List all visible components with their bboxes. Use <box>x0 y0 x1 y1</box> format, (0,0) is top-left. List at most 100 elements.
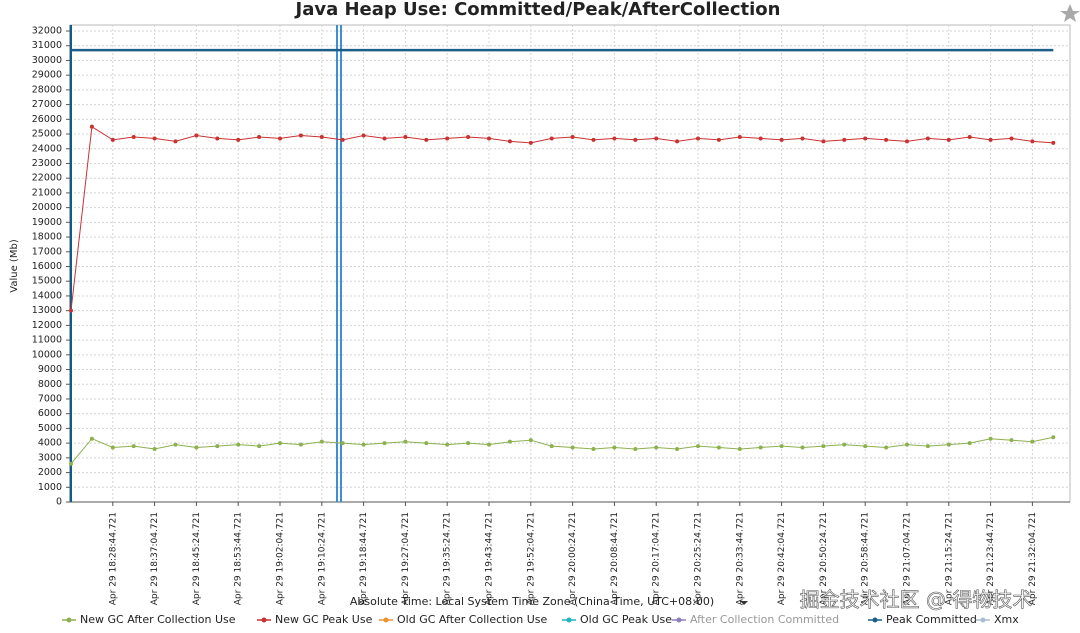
data-point <box>69 308 73 313</box>
x-tick-label: Apr 29 20:42:04.721 <box>777 512 787 605</box>
data-point <box>445 136 450 141</box>
data-point <box>633 447 638 452</box>
series-line <box>70 436 1054 465</box>
x-tick-label: Apr 29 20:00:24.721 <box>568 512 578 605</box>
data-point <box>528 438 533 443</box>
data-point <box>737 447 742 452</box>
data-point <box>507 439 512 444</box>
x-tick-label: Apr 29 19:10:24.721 <box>317 512 327 605</box>
data-point <box>403 134 408 139</box>
x-tick-label: Apr 29 19:27:04.721 <box>401 512 411 605</box>
y-tick-label: 7000 <box>38 393 62 404</box>
data-point <box>884 445 889 450</box>
legend-marker <box>383 617 389 623</box>
data-point <box>257 444 262 449</box>
data-point <box>445 442 450 447</box>
data-point <box>1051 140 1056 145</box>
legend-label: Old GC Peak Use <box>580 613 672 626</box>
x-tick-label: Apr 29 20:50:24.721 <box>819 512 829 605</box>
legend-item[interactable]: Old GC After Collection Use <box>379 613 547 626</box>
legend-label: New GC After Collection Use <box>80 613 236 626</box>
legend-item[interactable]: New GC Peak Use <box>257 613 373 626</box>
data-point <box>570 134 575 139</box>
y-tick-label: 0 <box>56 497 62 508</box>
data-point <box>69 461 73 466</box>
data-point <box>758 445 763 450</box>
x-tick-label: Apr 29 18:53:44.721 <box>234 512 244 605</box>
data-point <box>800 445 805 450</box>
data-point <box>278 441 282 446</box>
x-tick-label: Apr 29 18:37:04.721 <box>150 512 160 605</box>
data-point <box>821 139 826 144</box>
legend-item[interactable]: After Collection Committed <box>672 613 839 626</box>
x-tick-label: Apr 29 19:35:24.721 <box>443 512 453 605</box>
y-tick-label: 32000 <box>32 26 62 37</box>
star-icon[interactable] <box>1060 4 1080 22</box>
x-tick-label: Apr 29 20:25:24.721 <box>694 512 704 605</box>
data-point <box>424 137 429 142</box>
y-tick-label: 22000 <box>32 173 62 184</box>
legend-label: Xmx <box>994 613 1019 626</box>
data-point <box>884 137 889 142</box>
y-tick-label: 31000 <box>32 40 62 51</box>
data-point <box>507 139 512 144</box>
data-point <box>675 447 680 452</box>
x-tick-label: Apr 29 19:43:44.721 <box>485 512 495 605</box>
legend-item[interactable]: New GC After Collection Use <box>62 613 236 626</box>
data-point <box>236 442 241 447</box>
y-tick-label: 30000 <box>32 55 62 66</box>
y-tick-label: 2000 <box>38 467 62 478</box>
data-point <box>1009 438 1014 443</box>
data-point <box>696 444 700 449</box>
data-point <box>988 137 993 142</box>
legend-item[interactable]: Old GC Peak Use <box>562 613 672 626</box>
data-point <box>716 445 721 450</box>
dropdown-arrow[interactable] <box>740 601 748 605</box>
x-tick-label: Apr 29 20:33:44.721 <box>735 512 745 605</box>
y-tick-label: 24000 <box>32 143 62 154</box>
data-point <box>194 445 199 450</box>
data-point <box>1051 435 1056 440</box>
legend-marker <box>676 617 682 623</box>
data-point <box>1030 439 1035 444</box>
data-point <box>361 133 366 138</box>
y-tick-label: 5000 <box>38 423 62 434</box>
data-point <box>842 442 847 447</box>
y-tick-label: 20000 <box>32 202 62 213</box>
legend-item[interactable]: Peak Committed <box>868 613 977 626</box>
legend-marker <box>66 617 72 623</box>
data-point <box>152 447 157 452</box>
data-point <box>403 439 408 444</box>
data-point <box>466 441 471 446</box>
x-tick-label: Apr 29 18:28:44.721 <box>108 512 118 605</box>
data-point <box>863 444 868 449</box>
legend-marker <box>872 617 878 623</box>
legend-marker <box>980 617 986 623</box>
y-tick-label: 15000 <box>32 276 62 287</box>
y-tick-label: 27000 <box>32 99 62 110</box>
x-tick-label: Apr 29 20:58:44.721 <box>861 512 871 605</box>
legend-label: New GC Peak Use <box>275 613 373 626</box>
data-point <box>842 137 847 142</box>
y-tick-label: 6000 <box>38 408 62 419</box>
y-tick-label: 14000 <box>32 290 62 301</box>
data-point <box>800 136 805 141</box>
data-point <box>131 134 136 139</box>
plot-frame <box>69 24 1071 503</box>
y-tick-label: 9000 <box>38 364 62 375</box>
y-tick-label: 1000 <box>38 482 62 493</box>
data-point <box>905 442 909 447</box>
legend-item[interactable]: Xmx <box>976 613 1019 626</box>
data-point <box>612 136 617 141</box>
data-point <box>967 134 972 139</box>
data-point <box>487 136 491 141</box>
legend-marker <box>261 617 267 623</box>
y-tick-label: 13000 <box>32 305 62 316</box>
data-point <box>925 444 930 449</box>
y-tick-label: 17000 <box>32 246 62 257</box>
y-tick-label: 23000 <box>32 158 62 169</box>
data-point <box>758 136 763 141</box>
chart-title: Java Heap Use: Committed/Peak/AfterColle… <box>294 0 781 20</box>
data-point <box>654 445 659 450</box>
